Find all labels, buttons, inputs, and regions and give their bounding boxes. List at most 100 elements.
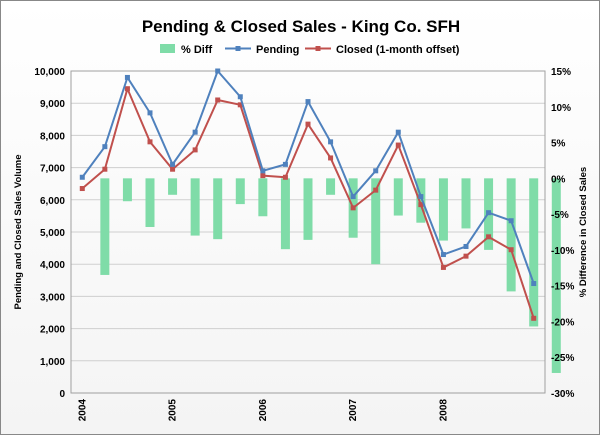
y-right-tick-label: -20%	[551, 317, 574, 328]
closed-point	[79, 186, 85, 192]
pending-point	[328, 139, 334, 145]
y-left-tick-label: 2,000	[40, 325, 65, 336]
y-right-tick-label: -25%	[551, 353, 574, 364]
y-right-tick-label: -5%	[551, 210, 569, 221]
diff-bars	[100, 178, 561, 373]
legend-label-closed: Closed (1-month offset)	[336, 44, 460, 56]
legend-marker-pending	[235, 46, 241, 51]
diff-bar	[551, 178, 561, 373]
closed-point	[147, 139, 153, 145]
closed-point	[418, 202, 424, 208]
closed-point	[373, 187, 379, 193]
y-left-tick-label: 0	[59, 389, 65, 400]
diff-bar	[258, 178, 268, 217]
diff-bar	[122, 178, 132, 202]
y-axis-left-label: Pending and Closed Sales Volume	[13, 154, 24, 309]
y-right-tick-label: -15%	[551, 282, 574, 293]
plot-area	[70, 70, 546, 394]
x-axis: 2004 2005 2006 2007 2008	[77, 399, 449, 422]
y-right-tick-label: 15%	[551, 67, 571, 78]
gridlines	[71, 102, 545, 362]
closed-point	[237, 102, 243, 108]
closed-point	[282, 174, 288, 180]
y-left-tick-label: 4,000	[40, 260, 65, 271]
y-left-tick-label: 1,000	[40, 357, 65, 368]
pending-point	[260, 168, 266, 174]
pending-point	[350, 194, 356, 200]
y-left-tick-label: 5,000	[40, 228, 65, 239]
y-right-tick-label: 0%	[551, 174, 566, 185]
pending-point	[395, 129, 401, 135]
pending-point	[282, 161, 288, 167]
y-left-tick-label: 3,000	[40, 292, 65, 303]
y-right-tick-label: -10%	[551, 246, 574, 257]
pending-point	[215, 68, 221, 74]
closed-point	[124, 86, 130, 92]
x-tick-label: 2004	[77, 399, 88, 422]
closed-point	[328, 155, 334, 161]
pending-point	[237, 94, 243, 100]
pending-point	[124, 74, 130, 80]
diff-bar	[303, 178, 313, 240]
diff-bar	[100, 178, 110, 275]
pending-point	[79, 174, 85, 180]
y-left-tick-label: 7,000	[40, 164, 65, 175]
diff-bar	[190, 178, 200, 236]
y-left-tick-label: 6,000	[40, 196, 65, 207]
pending-point	[373, 168, 379, 174]
legend-swatch-diff	[160, 44, 175, 53]
x-tick-label: 2006	[258, 399, 269, 422]
y-right-tick-label: -30%	[551, 389, 574, 400]
x-tick-label: 2007	[348, 399, 359, 422]
legend-label-pending: Pending	[256, 44, 299, 56]
diff-bar	[145, 178, 155, 227]
legend: % Diff Pending Closed (1-month offset)	[160, 44, 460, 56]
pending-point	[102, 144, 108, 150]
pending-point	[508, 218, 514, 224]
diff-bar	[168, 178, 178, 195]
y-axis-left: 10,000 9,000 8,000 7,000 6,000 5,000 4,000 3,00…	[34, 67, 65, 400]
y-right-tick-label: 10%	[551, 103, 571, 114]
diff-bar	[438, 178, 448, 241]
pending-point	[531, 281, 537, 287]
diff-bar	[371, 178, 381, 265]
closed-point	[463, 253, 469, 259]
pending-point	[305, 99, 311, 105]
diff-bar	[235, 178, 245, 205]
closed-point	[260, 173, 266, 179]
legend-label-diff: % Diff	[181, 44, 213, 56]
series-lines	[79, 68, 537, 321]
diff-bar	[416, 178, 426, 223]
pending-point	[192, 129, 198, 135]
pending-point	[147, 110, 153, 116]
closed-point	[102, 166, 108, 172]
y-axis-right-label: % Difference in Closed Sales	[578, 167, 589, 297]
pending-point	[463, 243, 469, 249]
diff-bar	[506, 178, 516, 292]
closed-point	[486, 234, 492, 240]
closed-point	[508, 247, 514, 253]
diff-bar	[213, 178, 223, 240]
legend-marker-closed	[315, 46, 321, 51]
diff-bar	[326, 178, 336, 195]
closed-point	[170, 166, 176, 172]
diff-bar	[529, 178, 539, 327]
closed-point	[350, 205, 356, 211]
closed-point	[305, 121, 311, 127]
pending-point	[440, 252, 446, 258]
diff-bar	[280, 178, 290, 250]
x-tick-label: 2008	[438, 399, 449, 422]
x-tick-label: 2005	[168, 399, 179, 422]
pending-point	[170, 161, 176, 167]
chart-title: Pending & Closed Sales - King Co. SFH	[142, 17, 460, 36]
closed-point	[192, 147, 198, 153]
y-left-tick-label: 10,000	[34, 67, 65, 78]
y-left-tick-label: 9,000	[40, 99, 65, 110]
closed-point	[395, 142, 401, 148]
y-right-tick-label: 5%	[551, 139, 566, 150]
pending-point	[486, 210, 492, 216]
diff-bar	[393, 178, 403, 216]
closed-point	[215, 97, 221, 103]
